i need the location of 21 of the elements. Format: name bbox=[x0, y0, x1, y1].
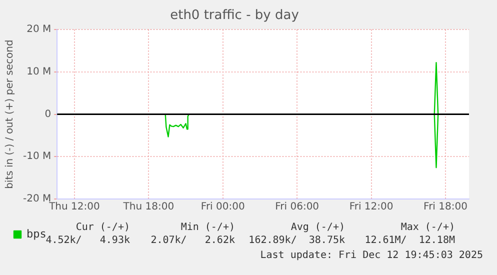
text: Last update: Fri Dec 12 19:45:03 2025 bbox=[260, 250, 483, 262]
text: Max (-/+) bbox=[400, 222, 455, 234]
legend-label: bps bbox=[26, 227, 46, 240]
text: Cur (-/+) bbox=[76, 222, 130, 234]
y-tick-label: 0 bbox=[44, 108, 52, 120]
text: 162.89k/ 38.75k bbox=[248, 235, 345, 247]
text: 2.07k/ 2.62k bbox=[150, 235, 235, 247]
y-tick-label: 10 M bbox=[26, 66, 52, 78]
x-tick-label: Fri 00:00 bbox=[200, 202, 245, 213]
text: Avg (-/+) bbox=[290, 222, 345, 234]
y-tick-label: -10 M bbox=[23, 151, 52, 162]
x-tick-label: Fri 12:00 bbox=[349, 202, 394, 213]
chart-title: eth0 traffic - by day bbox=[170, 8, 300, 24]
x-tick-label: Fri 06:00 bbox=[275, 202, 320, 213]
text: 12.61M/ 12.18M bbox=[364, 235, 455, 247]
x-tick-label: Thu 18:00 bbox=[122, 202, 174, 213]
text: Min (-/+) bbox=[180, 222, 235, 234]
x-tick-label: Fri 18:00 bbox=[424, 202, 468, 213]
y-tick-label: 20 M bbox=[26, 24, 52, 36]
y-axis-title: bits in (-) / out (+) per second bbox=[4, 40, 16, 189]
text: 4.52k/ 4.93k bbox=[46, 235, 130, 247]
